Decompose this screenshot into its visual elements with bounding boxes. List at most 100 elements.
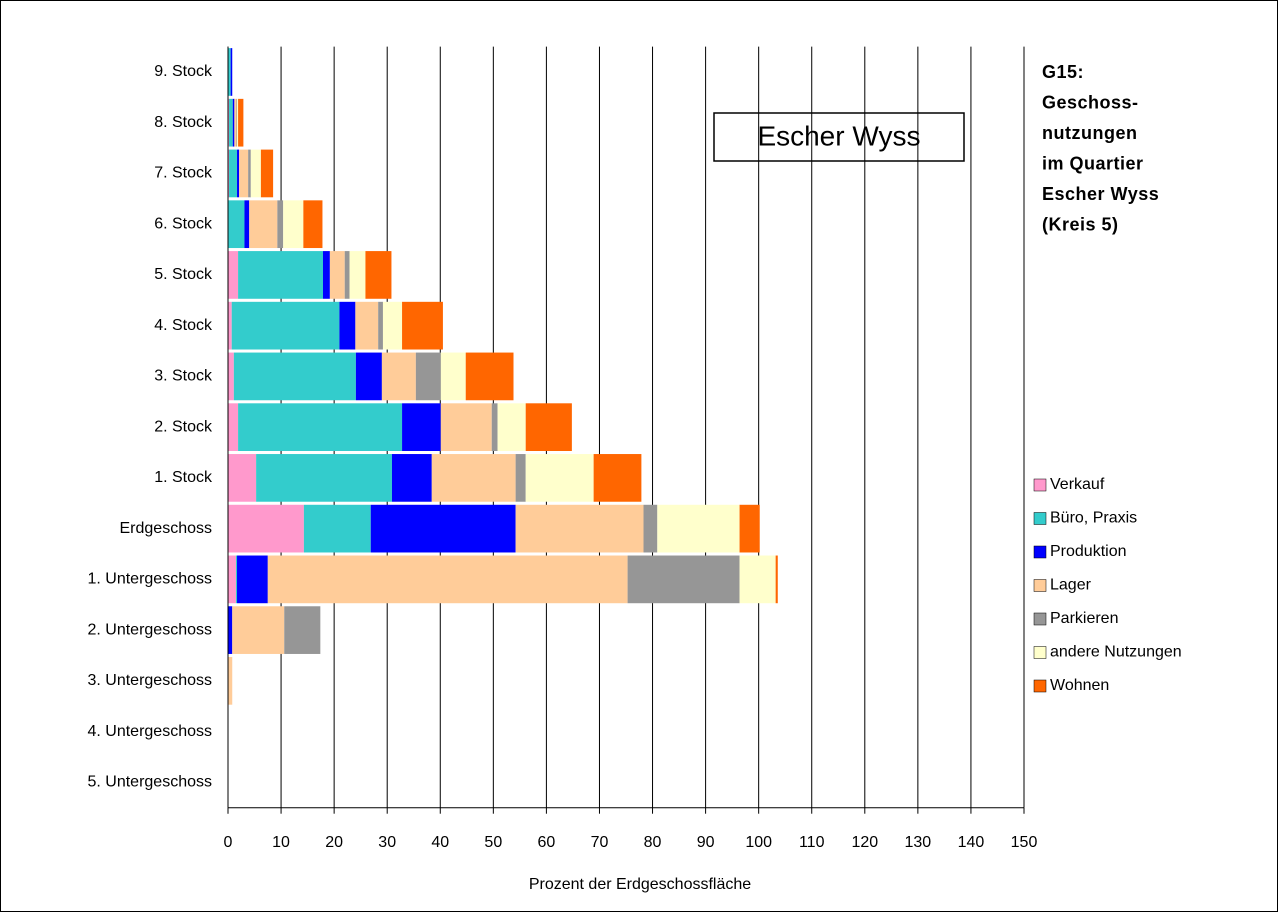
bar-segment	[344, 251, 350, 299]
bar-segment	[515, 454, 526, 502]
y-tick-label: 9. Stock	[154, 63, 213, 80]
bar-segment	[365, 251, 392, 299]
x-tick-label: 70	[591, 834, 609, 851]
bar-segment	[627, 555, 740, 604]
bar-segment	[230, 48, 233, 96]
legend-swatch	[1033, 478, 1047, 492]
bar-segment	[228, 98, 230, 147]
legend-swatch	[1033, 545, 1047, 559]
bar-segment	[228, 149, 230, 198]
bar-segment	[775, 555, 778, 604]
bar-segment	[322, 251, 330, 299]
bar-segment	[229, 98, 233, 147]
legend-swatch	[1033, 612, 1047, 626]
bar-segment	[231, 301, 340, 350]
x-tick-label: 60	[538, 834, 556, 851]
x-tick-label: 40	[431, 834, 449, 851]
bar-segment	[277, 200, 284, 249]
bar-segment	[415, 352, 441, 401]
bar-segment	[238, 251, 323, 299]
bar-segment	[249, 200, 278, 249]
bar-segment	[515, 504, 644, 553]
bar-segment	[329, 251, 345, 299]
bar-segment	[244, 200, 250, 249]
bar-segment	[593, 454, 642, 502]
bar-segment	[739, 504, 760, 553]
bar-segment	[382, 301, 403, 350]
legend-label: Büro, Praxis	[1050, 510, 1137, 527]
bar-segment	[238, 403, 403, 451]
x-tick-label: 120	[851, 834, 878, 851]
x-tick-label: 10	[272, 834, 290, 851]
bar-segment	[440, 403, 492, 451]
bar-segment	[228, 301, 232, 350]
bar-segment	[381, 352, 416, 401]
chart-title: G15:	[1042, 62, 1084, 82]
bar-segment	[355, 352, 382, 401]
y-tick-label: 2. Untergeschoss	[87, 621, 212, 638]
x-tick-label: 80	[644, 834, 662, 851]
bar-segment	[739, 555, 776, 604]
bar-segment	[431, 454, 516, 502]
legend-swatch	[1033, 679, 1047, 693]
x-tick-label: 110	[799, 834, 825, 851]
bar-segment	[236, 98, 238, 147]
bar-segment	[284, 606, 321, 654]
bar-segment	[303, 504, 371, 553]
bar-segment	[391, 454, 432, 502]
bar-segment	[402, 403, 441, 451]
bar-segment	[349, 251, 366, 299]
x-tick-label: 30	[378, 834, 396, 851]
legend-label: Produktion	[1050, 543, 1127, 560]
bar-segment	[525, 454, 594, 502]
bar-segment	[497, 403, 526, 451]
bar-segment	[260, 149, 274, 198]
bar-segment	[228, 200, 245, 249]
legend-label: Wohnen	[1050, 677, 1109, 694]
bar-segment	[228, 454, 257, 502]
x-tick-label: 50	[484, 834, 502, 851]
bar-segment	[229, 149, 238, 198]
bar-segment	[228, 251, 239, 299]
y-tick-label: 4. Untergeschoss	[87, 723, 212, 740]
bar-segment	[233, 352, 356, 401]
bar-segment	[283, 200, 304, 249]
x-tick-label: 140	[958, 834, 985, 851]
bar-segment	[239, 149, 249, 198]
x-axis-label: Prozent der Erdgeschossfläche	[529, 876, 751, 893]
bar-segment	[355, 301, 379, 350]
legend-swatch	[1033, 512, 1047, 525]
legend-swatch	[1033, 579, 1047, 592]
bar-segment	[491, 403, 498, 451]
bar-segment	[228, 504, 304, 553]
annotation: Escher Wyss	[757, 120, 920, 151]
y-tick-label: 8. Stock	[154, 114, 213, 131]
legend-label: Verkauf	[1050, 476, 1105, 493]
bar-segment	[465, 352, 514, 401]
y-tick-label: 7. Stock	[154, 165, 213, 182]
bar-segment	[370, 504, 516, 553]
bar-segment	[303, 200, 323, 249]
legend-label: Lager	[1050, 577, 1092, 594]
chart-title: (Kreis 5)	[1042, 214, 1119, 234]
bar-segment	[232, 606, 285, 654]
y-tick-label: 6. Stock	[154, 215, 213, 232]
bar-segment	[234, 98, 237, 147]
x-tick-label: 20	[325, 834, 343, 851]
bar-segment	[232, 98, 235, 147]
bar-segment	[228, 555, 236, 604]
y-tick-label: 1. Stock	[154, 469, 213, 486]
bar-segment	[440, 352, 466, 401]
y-tick-label: 5. Untergeschoss	[87, 774, 212, 791]
bar-segment	[248, 149, 251, 198]
bar-segment	[657, 504, 740, 553]
bar-segment	[228, 403, 239, 451]
bar-segment	[250, 149, 261, 198]
y-tick-label: 4. Stock	[154, 317, 213, 334]
bar-segment	[228, 48, 231, 96]
chart-title: im Quartier	[1042, 153, 1144, 173]
chart-title: Geschoss-	[1042, 92, 1139, 112]
chart-title: Escher Wyss	[1042, 184, 1159, 204]
